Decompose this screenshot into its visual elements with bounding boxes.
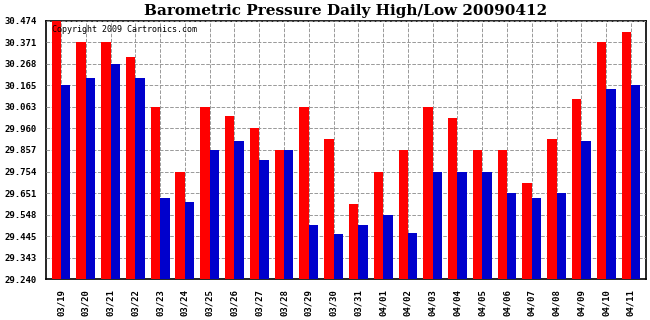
Bar bbox=[324, 139, 333, 279]
Bar bbox=[383, 215, 393, 279]
Bar bbox=[300, 107, 309, 279]
Bar bbox=[532, 197, 541, 279]
Bar bbox=[86, 78, 95, 279]
Bar bbox=[498, 150, 507, 279]
Bar bbox=[482, 172, 491, 279]
Bar bbox=[61, 85, 70, 279]
Bar bbox=[111, 64, 120, 279]
Bar bbox=[572, 99, 581, 279]
Bar bbox=[349, 204, 358, 279]
Bar bbox=[333, 235, 343, 279]
Bar bbox=[398, 150, 408, 279]
Bar bbox=[250, 128, 259, 279]
Bar bbox=[606, 89, 616, 279]
Title: Barometric Pressure Daily High/Low 20090412: Barometric Pressure Daily High/Low 20090… bbox=[144, 4, 547, 18]
Bar bbox=[210, 150, 219, 279]
Bar bbox=[408, 233, 417, 279]
Bar bbox=[556, 193, 566, 279]
Bar bbox=[185, 202, 194, 279]
Bar bbox=[200, 107, 210, 279]
Bar bbox=[76, 42, 86, 279]
Bar bbox=[51, 21, 61, 279]
Bar bbox=[135, 78, 145, 279]
Bar bbox=[358, 225, 368, 279]
Bar bbox=[374, 172, 383, 279]
Bar bbox=[225, 116, 235, 279]
Bar bbox=[433, 172, 442, 279]
Bar bbox=[631, 85, 640, 279]
Text: Copyright 2009 Cartronics.com: Copyright 2009 Cartronics.com bbox=[52, 25, 197, 34]
Bar bbox=[597, 42, 606, 279]
Bar bbox=[507, 193, 517, 279]
Bar bbox=[547, 139, 556, 279]
Bar bbox=[176, 172, 185, 279]
Bar bbox=[126, 57, 135, 279]
Bar bbox=[259, 160, 268, 279]
Bar bbox=[284, 150, 293, 279]
Bar bbox=[151, 107, 160, 279]
Bar bbox=[235, 141, 244, 279]
Bar bbox=[274, 150, 284, 279]
Bar bbox=[581, 141, 591, 279]
Bar bbox=[309, 225, 318, 279]
Bar bbox=[458, 172, 467, 279]
Bar bbox=[448, 118, 458, 279]
Bar bbox=[523, 183, 532, 279]
Bar bbox=[621, 32, 631, 279]
Bar bbox=[160, 197, 170, 279]
Bar bbox=[473, 150, 482, 279]
Bar bbox=[423, 107, 433, 279]
Bar bbox=[101, 42, 111, 279]
